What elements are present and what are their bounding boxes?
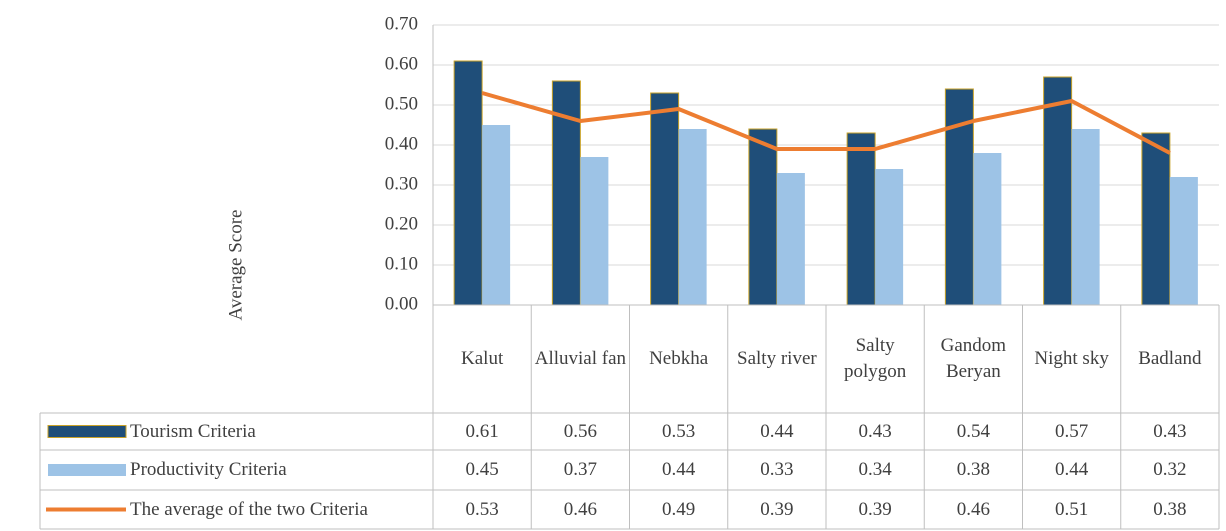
table-value: 0.53 xyxy=(465,498,499,520)
table-value: 0.51 xyxy=(1055,498,1089,520)
table-value: 0.39 xyxy=(858,498,892,520)
y-axis-label: Average Score xyxy=(225,210,246,321)
bar xyxy=(1043,76,1073,306)
table-value: 0.56 xyxy=(563,420,597,442)
y-tick-label: 0.70 xyxy=(385,13,418,34)
x-tick-label: Salty river xyxy=(737,348,817,370)
bar xyxy=(1169,177,1198,305)
legend-swatch xyxy=(47,425,127,438)
x-tick-label: Nebkha xyxy=(649,348,709,370)
table-value: 0.61 xyxy=(465,420,499,442)
y-tick-label: 0.60 xyxy=(385,53,418,74)
table-value: 0.44 xyxy=(1055,459,1089,481)
table-value: 0.34 xyxy=(858,459,892,481)
bar xyxy=(846,132,876,306)
bar xyxy=(776,173,805,305)
y-tick-label: 0.40 xyxy=(385,133,418,154)
bar xyxy=(580,157,609,305)
table-value: 0.44 xyxy=(760,420,794,442)
bar xyxy=(1071,129,1100,305)
table-value: 0.54 xyxy=(956,420,990,442)
table-value: 0.43 xyxy=(1153,420,1187,442)
bar xyxy=(650,92,680,306)
legend-label: Productivity Criteria xyxy=(130,459,287,481)
x-tick-label: Salty polygon xyxy=(843,335,907,382)
legend-swatch xyxy=(48,464,126,476)
x-tick-label: Badland xyxy=(1138,348,1202,370)
table-value: 0.32 xyxy=(1153,459,1187,481)
bar xyxy=(482,125,511,305)
table-value: 0.39 xyxy=(760,498,794,520)
table-value: 0.44 xyxy=(662,459,696,481)
table-value: 0.37 xyxy=(563,459,597,481)
table-value: 0.45 xyxy=(465,459,499,481)
table-value: 0.57 xyxy=(1055,420,1089,442)
line xyxy=(481,91,1171,155)
bar xyxy=(453,60,483,306)
y-tick-label: 0.00 xyxy=(385,293,418,314)
bar xyxy=(678,129,707,305)
x-tick-label: Night sky xyxy=(1034,348,1109,370)
table-value: 0.49 xyxy=(662,498,696,520)
table-value: 0.43 xyxy=(858,420,892,442)
x-tick-label: Gandom Beryan xyxy=(940,335,1007,382)
x-tick-label: Kalut xyxy=(461,348,504,370)
y-tick-label: 0.30 xyxy=(385,173,418,194)
legend-label: The average of the two Criteria xyxy=(130,498,368,520)
table-value: 0.53 xyxy=(662,420,696,442)
x-tick-label: Alluvial fan xyxy=(534,348,627,370)
bar xyxy=(973,153,1002,305)
bar xyxy=(875,169,904,305)
bar xyxy=(748,128,778,306)
y-tick-label: 0.50 xyxy=(385,93,418,114)
table-value: 0.38 xyxy=(956,459,990,481)
table-value: 0.33 xyxy=(760,459,794,481)
legend-label: Tourism Criteria xyxy=(130,420,256,442)
table-value: 0.46 xyxy=(956,498,990,520)
y-tick-label: 0.20 xyxy=(385,213,418,234)
bar xyxy=(1141,132,1171,306)
table-value: 0.38 xyxy=(1153,498,1187,520)
table-value: 0.46 xyxy=(563,498,597,520)
y-tick-label: 0.10 xyxy=(385,253,418,274)
